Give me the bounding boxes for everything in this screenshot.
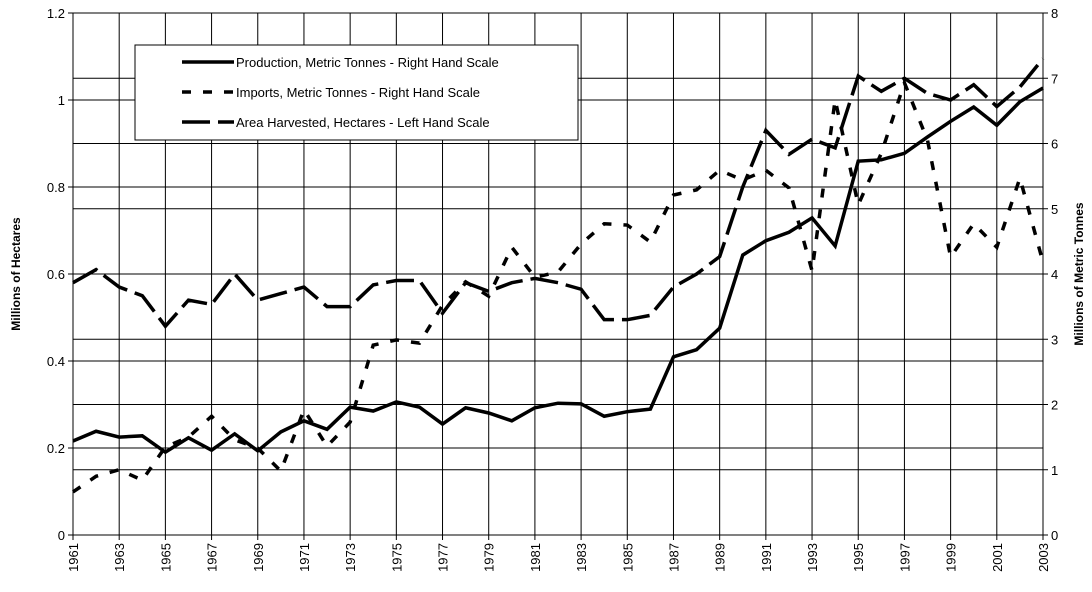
x-tick-label: 1985 bbox=[620, 543, 635, 572]
x-tick-label: 1981 bbox=[528, 543, 543, 572]
series-line bbox=[72, 86, 1044, 455]
y-tick-label: 0 bbox=[58, 528, 65, 543]
y-tick-label: 0.6 bbox=[47, 267, 65, 282]
x-tick-label: 1965 bbox=[158, 543, 173, 572]
y-tick-label: 1 bbox=[58, 93, 65, 108]
legend-label: Imports, Metric Tonnes - Right Hand Scal… bbox=[236, 85, 480, 100]
y2-tick-label: 6 bbox=[1051, 137, 1058, 152]
y2-tick-label: 7 bbox=[1051, 71, 1058, 86]
x-tick-label: 1979 bbox=[482, 543, 497, 572]
series-line bbox=[72, 57, 1045, 329]
series-line bbox=[72, 77, 1045, 494]
y2-tick-label: 3 bbox=[1051, 332, 1058, 347]
y-tick-label: 1.2 bbox=[47, 6, 65, 21]
x-tick-label: 2003 bbox=[1036, 543, 1051, 572]
x-tick-label: 1997 bbox=[897, 543, 912, 572]
y2-axis-label: Millions of Metric Tonnes bbox=[1072, 202, 1086, 345]
y2-tick-label: 2 bbox=[1051, 398, 1058, 413]
x-tick-label: 1977 bbox=[436, 543, 451, 572]
y2-tick-label: 5 bbox=[1051, 202, 1058, 217]
plot-border bbox=[72, 12, 1044, 536]
x-tick-label: 1969 bbox=[251, 543, 266, 572]
legend-label: Area Harvested, Hectares - Left Hand Sca… bbox=[236, 115, 490, 130]
y-tick-label: 0.2 bbox=[47, 441, 65, 456]
x-tick-label: 1995 bbox=[851, 543, 866, 572]
x-tick-label: 1975 bbox=[389, 543, 404, 572]
y-tick-label: 0.4 bbox=[47, 354, 65, 369]
x-tick-label: 1993 bbox=[805, 543, 820, 572]
legend-label: Production, Metric Tonnes - Right Hand S… bbox=[236, 55, 499, 70]
x-tick-label: 1963 bbox=[112, 543, 127, 572]
y2-tick-label: 8 bbox=[1051, 6, 1058, 21]
y2-tick-label: 4 bbox=[1051, 267, 1058, 282]
x-tick-label: 1983 bbox=[574, 543, 589, 572]
x-tick-label: 1961 bbox=[66, 543, 81, 572]
y-tick-label: 0.8 bbox=[47, 180, 65, 195]
x-tick-label: 1973 bbox=[343, 543, 358, 572]
y2-tick-label: 0 bbox=[1051, 528, 1058, 543]
y2-tick-label: 1 bbox=[1051, 463, 1058, 478]
x-tick-label: 1987 bbox=[666, 543, 681, 572]
x-tick-label: 2001 bbox=[990, 543, 1005, 572]
x-tick-label: 1991 bbox=[759, 543, 774, 572]
x-tick-label: 1989 bbox=[713, 543, 728, 572]
x-tick-label: 1971 bbox=[297, 543, 312, 572]
x-tick-label: 1967 bbox=[205, 543, 220, 572]
y-axis-label: Millions of Hectares bbox=[9, 217, 23, 331]
x-tick-label: 1999 bbox=[944, 543, 959, 572]
